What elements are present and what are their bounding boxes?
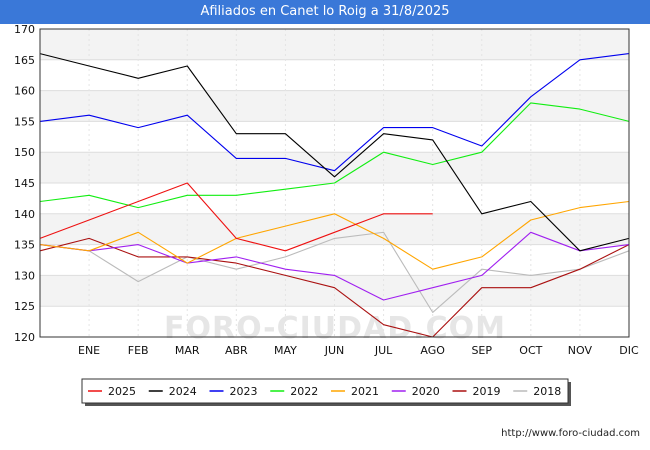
x-tick-label: ENE [78, 344, 100, 357]
x-tick-label: SEP [471, 344, 492, 357]
legend-label-2024: 2024 [169, 385, 197, 398]
legend-label-2023: 2023 [230, 385, 258, 398]
legend-label-2019: 2019 [473, 385, 501, 398]
x-tick-label: NOV [568, 344, 593, 357]
x-tick-label: FEB [128, 344, 149, 357]
x-tick-label: JUN [324, 344, 345, 357]
x-tick-label: OCT [519, 344, 542, 357]
x-axis-ticks: ENE FEB MAR ABR MAY JUN JUL AGO SEP OCT NOV DIC [78, 344, 639, 357]
legend-box [81, 378, 569, 404]
series-line-2022 [39, 102, 630, 209]
plot-frame [39, 28, 630, 338]
series-line-2019 [39, 237, 630, 338]
y-tick-label: 155 [14, 115, 35, 128]
legend-label-2018: 2018 [533, 385, 561, 398]
y-axis-ticks: 120 125 130 135 140 145 150 155 160 165 170 [14, 24, 35, 344]
x-tick-label: ABR [225, 344, 248, 357]
band [40, 306, 629, 337]
y-tick-label: 160 [14, 85, 35, 98]
x-tick-label: MAR [175, 344, 200, 357]
legend-label-2022: 2022 [290, 385, 318, 398]
band [40, 183, 629, 214]
chart-title: Afiliados en Canet lo Roig a 31/8/2025 [0, 0, 650, 24]
legend-label-2021: 2021 [351, 385, 379, 398]
series-line-2024 [39, 53, 630, 252]
y-tick-label: 145 [14, 177, 35, 190]
series-line-2025 [39, 182, 433, 252]
y-tick-label: 140 [14, 208, 35, 221]
band [40, 152, 629, 183]
series-line-2021 [39, 200, 630, 270]
band [40, 121, 629, 153]
x-tick-label: MAY [274, 344, 297, 357]
y-tick-label: 135 [14, 239, 35, 252]
watermark: FORO-CIUDAD.COM [164, 311, 506, 346]
legend-label-2020: 2020 [412, 385, 440, 398]
series-line-2020 [39, 231, 630, 301]
series-lines [39, 53, 630, 338]
x-tick-label: AGO [420, 344, 445, 357]
x-tick-label: DIC [619, 344, 639, 357]
series-line-2018 [39, 231, 630, 313]
y-tick-label: 170 [14, 24, 35, 36]
y-tick-label: 125 [14, 300, 35, 313]
y-tick-label: 120 [14, 331, 35, 344]
y-tick-label: 165 [14, 54, 35, 67]
legend: 2025 2024 2023 2022 2021 2020 2019 2018 [81, 378, 571, 406]
x-tick-label: JUL [374, 344, 393, 357]
y-tick-label: 150 [14, 146, 35, 159]
line-chart: FORO-CIUDAD.COM 120 125 130 135 140 145 150 155… [14, 24, 639, 406]
series-line-2023 [39, 53, 630, 172]
source-credit: http://www.foro-ciudad.com [501, 428, 640, 439]
y-tick-label: 130 [14, 269, 35, 282]
legend-label-2025: 2025 [108, 385, 136, 398]
